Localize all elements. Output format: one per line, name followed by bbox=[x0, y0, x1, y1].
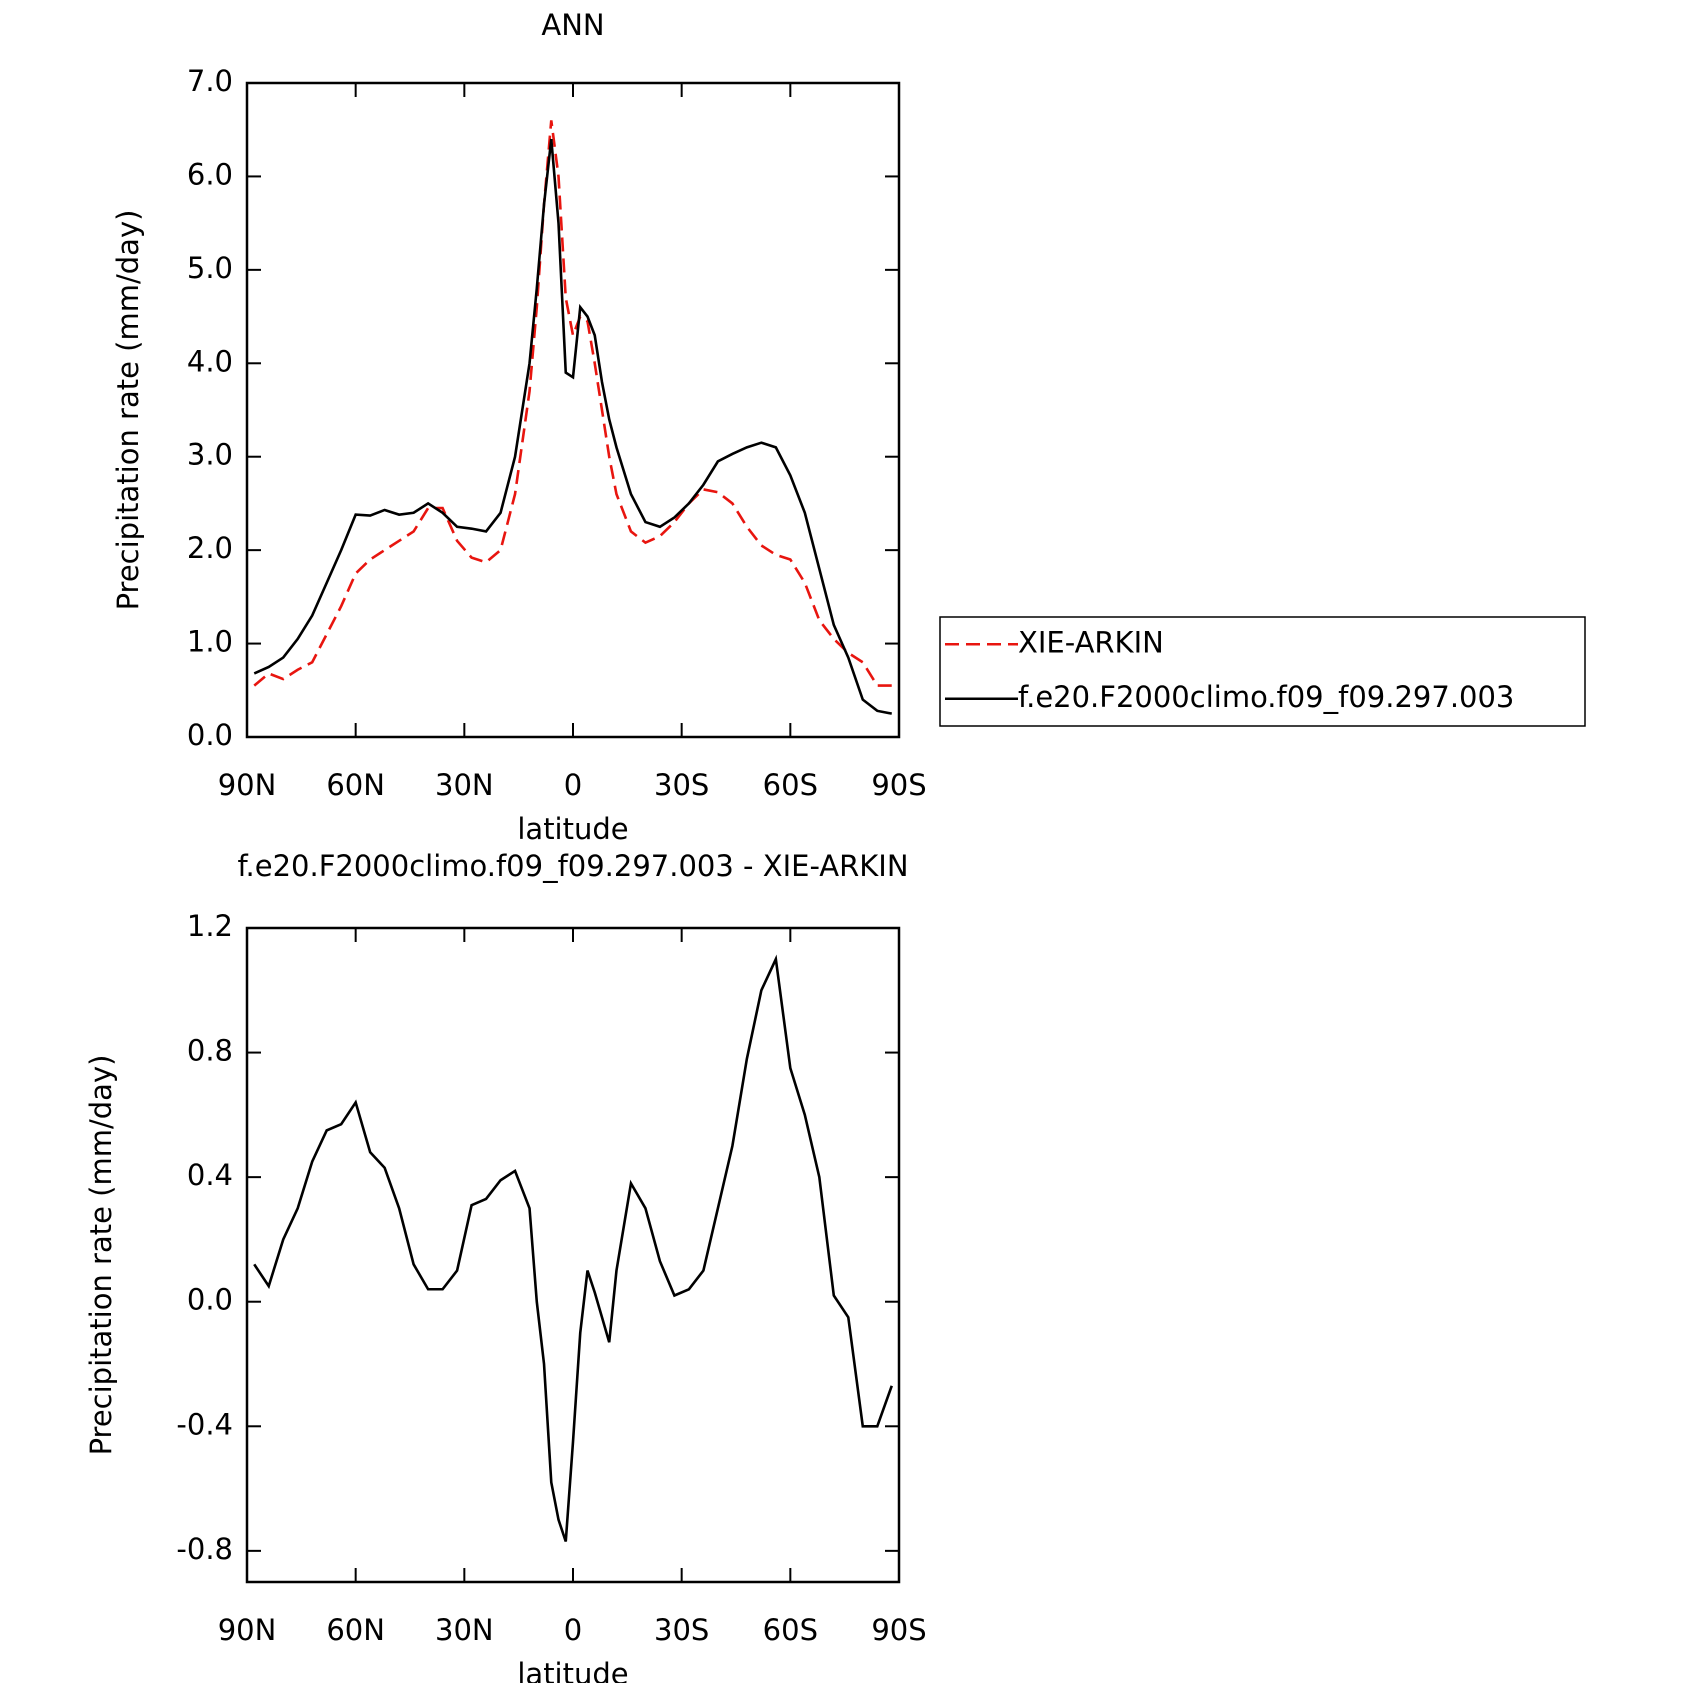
x-tick-label: 0 bbox=[564, 768, 582, 802]
y-tick-label: -0.8 bbox=[176, 1532, 233, 1566]
plot-frame bbox=[245, 81, 901, 739]
x-tick-label: 60N bbox=[326, 768, 385, 802]
y-tick-label: 0.4 bbox=[187, 1158, 233, 1192]
x-tick-label: 30S bbox=[654, 1613, 709, 1647]
x-tick-label: 30S bbox=[654, 768, 709, 802]
x-tick-label: 90S bbox=[871, 768, 926, 802]
y-tick-label: 2.0 bbox=[187, 531, 233, 565]
legend-box bbox=[939, 616, 1586, 727]
y-tick-label: 6.0 bbox=[187, 157, 233, 191]
chart-title: ANN bbox=[541, 8, 604, 42]
data-line bbox=[253, 120, 892, 687]
x-tick-label: 60S bbox=[763, 1613, 818, 1647]
y-tick-label: 0.0 bbox=[187, 718, 233, 752]
y-tick-label: -0.4 bbox=[176, 1407, 233, 1441]
y-axis-label: Precipitation rate (mm/day) bbox=[111, 210, 145, 611]
plot-frame bbox=[245, 926, 901, 1584]
y-tick-label: 0.0 bbox=[187, 1283, 233, 1317]
y-tick-label: 1.2 bbox=[187, 909, 233, 943]
x-tick-label: 0 bbox=[564, 1613, 582, 1647]
x-tick-label: 30N bbox=[435, 768, 494, 802]
panel: ANN 0.0 1.0 2.0 3.0 4.0 5.0 6.0 7.0 90N 60N 30N 0 30S… bbox=[111, 8, 1586, 846]
legend: XIE-ARKIN f.e20.F2000climo.f09_f09.297.00… bbox=[939, 616, 1586, 727]
y-tick-label: 7.0 bbox=[187, 64, 233, 98]
x-axis-label: latitude bbox=[517, 1657, 628, 1683]
data-line bbox=[253, 954, 893, 1542]
x-tick-label: 60S bbox=[763, 768, 818, 802]
x-tick-label: 90N bbox=[218, 1613, 277, 1647]
y-tick-label: 5.0 bbox=[187, 251, 233, 285]
x-tick-label: 90N bbox=[218, 768, 277, 802]
x-tick-label: 60N bbox=[326, 1613, 385, 1647]
chart-title: f.e20.F2000climo.f09_f09.297.003 - XIE-A… bbox=[237, 849, 908, 883]
x-tick-label: 30N bbox=[435, 1613, 494, 1647]
panel: f.e20.F2000climo.f09_f09.297.003 - XIE-A… bbox=[84, 849, 927, 1683]
y-tick-label: 1.0 bbox=[187, 625, 233, 659]
x-tick-label: 90S bbox=[871, 1613, 926, 1647]
y-tick-label: 3.0 bbox=[187, 438, 233, 472]
y-axis-label: Precipitation rate (mm/day) bbox=[84, 1055, 118, 1456]
x-axis-label: latitude bbox=[517, 812, 628, 846]
legend-label: XIE-ARKIN bbox=[1018, 625, 1164, 659]
y-tick-label: 0.8 bbox=[187, 1034, 233, 1068]
y-tick-label: 4.0 bbox=[187, 344, 233, 378]
legend-label: f.e20.F2000climo.f09_f09.297.003 bbox=[1018, 680, 1514, 714]
data-line bbox=[253, 138, 893, 715]
